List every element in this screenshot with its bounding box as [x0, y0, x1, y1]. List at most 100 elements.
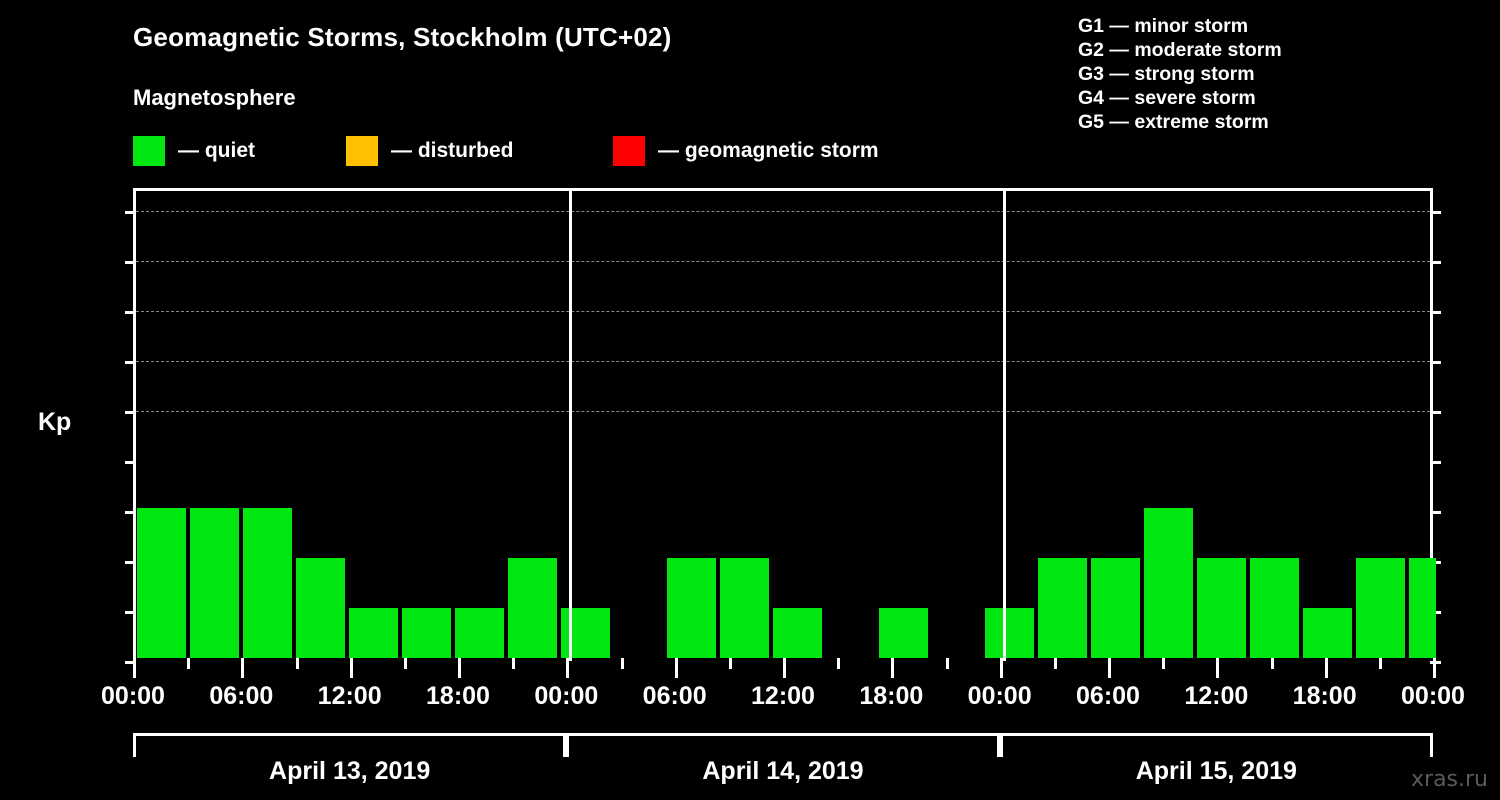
- storm-scale-item-g2: G2 — moderate storm: [1078, 39, 1282, 61]
- bar-kp: [243, 508, 293, 658]
- x-tick-minor: [620, 658, 624, 669]
- bar-kp: [190, 508, 240, 658]
- y-tick-right-4: [1430, 461, 1441, 464]
- x-tick-minor: [1378, 658, 1382, 669]
- day-bracket: [566, 733, 1000, 757]
- x-axis-label: 06:00: [1076, 682, 1140, 710]
- bar-kp: [1144, 508, 1194, 658]
- x-tick-major: [891, 658, 895, 678]
- x-axis-label: 00:00: [534, 682, 599, 710]
- y-tick-right-9: [1430, 211, 1441, 214]
- legend-label-geomagnetic-storm: — geomagnetic storm: [658, 139, 879, 162]
- x-tick-minor: [837, 658, 841, 669]
- x-tick-major: [783, 658, 786, 678]
- storm-scale-item-g4: G4 — severe storm: [1078, 87, 1256, 109]
- legend-swatch-disturbed: [346, 136, 378, 166]
- bar-kp: [667, 558, 717, 658]
- x-axis-label: 12:00: [317, 682, 382, 710]
- y-tick-right-6: [1430, 361, 1441, 364]
- bar-kp: [1091, 558, 1141, 658]
- x-tick-major: [999, 658, 1003, 678]
- y-tick-9: [125, 211, 136, 214]
- legend-swatch-geomagnetic-storm: [613, 136, 645, 166]
- gridline-kp-7: [136, 311, 1430, 312]
- bar-kp: [296, 558, 346, 658]
- legend-label-disturbed: — disturbed: [391, 139, 514, 162]
- y-tick-right-7: [1430, 311, 1441, 314]
- bar-kp: [1197, 558, 1247, 658]
- x-tick-major: [566, 658, 570, 678]
- x-tick-major: [674, 658, 678, 678]
- gridline-kp-9: [136, 211, 1430, 212]
- bar-kp: [402, 608, 452, 658]
- x-tick-minor: [1053, 658, 1057, 669]
- magnetosphere-label: Magnetosphere: [133, 85, 296, 110]
- y-tick-0: [125, 661, 136, 664]
- gridline-kp-5: [136, 411, 1430, 412]
- day-bracket: [133, 733, 567, 757]
- bar-kp: [561, 608, 611, 658]
- x-axis-label: 00:00: [101, 682, 165, 710]
- day-label: April 15, 2019: [1135, 757, 1297, 785]
- day-separator: [569, 191, 573, 661]
- bar-kp: [1409, 558, 1436, 658]
- bar-kp: [985, 608, 1035, 658]
- bar-kp: [455, 608, 505, 658]
- x-axis-label: 00:00: [967, 682, 1032, 710]
- y-tick-4: [125, 461, 136, 464]
- x-axis-label: 18:00: [1292, 682, 1357, 710]
- x-tick-major: [1433, 658, 1436, 678]
- day-label: April 14, 2019: [702, 757, 864, 785]
- y-tick-right-3: [1430, 511, 1441, 514]
- x-tick-major: [458, 658, 461, 678]
- x-axis-label: 06:00: [642, 682, 707, 710]
- y-tick-7: [125, 311, 136, 314]
- y-axis-title: Kp: [38, 408, 72, 436]
- x-tick-major: [349, 658, 353, 678]
- y-tick-2: [125, 561, 136, 564]
- gridline-kp-8: [136, 261, 1430, 262]
- y-tick-5: [125, 411, 136, 414]
- y-tick-1: [125, 611, 136, 614]
- x-axis-label: 12:00: [1184, 682, 1249, 710]
- x-axis-label: 00:00: [1401, 682, 1465, 710]
- legend-item-disturbed: — disturbed: [346, 134, 514, 168]
- bar-kp: [508, 558, 558, 658]
- x-axis-label: 12:00: [751, 682, 815, 710]
- x-tick-minor: [403, 658, 407, 669]
- x-tick-minor: [728, 658, 732, 669]
- storm-scale-legend: G1 — minor storm G2 — moderate storm G3 — …: [1078, 14, 1498, 134]
- storm-scale-item-g1: G1 — minor storm: [1078, 15, 1249, 37]
- x-tick-major: [1108, 658, 1111, 678]
- day-bracket: [999, 733, 1433, 757]
- x-axis-label: 18:00: [426, 682, 490, 710]
- x-tick-minor: [187, 658, 191, 669]
- legend-swatch-quiet: [133, 136, 165, 166]
- bar-kp: [1038, 558, 1088, 658]
- bar-kp: [349, 608, 399, 658]
- y-tick-8: [125, 261, 136, 264]
- bar-kp: [773, 608, 823, 658]
- x-tick-minor: [1270, 658, 1274, 669]
- x-tick-minor: [1162, 658, 1166, 669]
- legend-item-geomagnetic-storm: — geomagnetic storm: [613, 134, 879, 168]
- x-tick-minor: [512, 658, 516, 669]
- x-tick-major: [1216, 658, 1220, 678]
- plot-area: G1G2G3G4G50123456789: [125, 188, 1441, 664]
- y-tick-3: [125, 511, 136, 514]
- storm-scale-item-g3: G3 — strong storm: [1078, 63, 1255, 85]
- y-tick-right-8: [1430, 261, 1441, 264]
- bar-kp: [720, 558, 770, 658]
- x-axis-label: 18:00: [859, 682, 924, 710]
- y-tick-6: [125, 361, 136, 364]
- x-tick-major: [241, 658, 245, 678]
- page-title: Geomagnetic Storms, Stockholm (UTC+02): [133, 22, 672, 52]
- bar-kp: [1356, 558, 1406, 658]
- x-axis-label: 06:00: [209, 682, 274, 710]
- watermark: xras.ru: [1411, 767, 1488, 792]
- gridline-kp-6: [136, 361, 1430, 362]
- plot-inner: G1G2G3G4G50123456789: [125, 191, 1441, 664]
- bar-kp: [137, 508, 187, 658]
- bar-kp: [879, 608, 929, 658]
